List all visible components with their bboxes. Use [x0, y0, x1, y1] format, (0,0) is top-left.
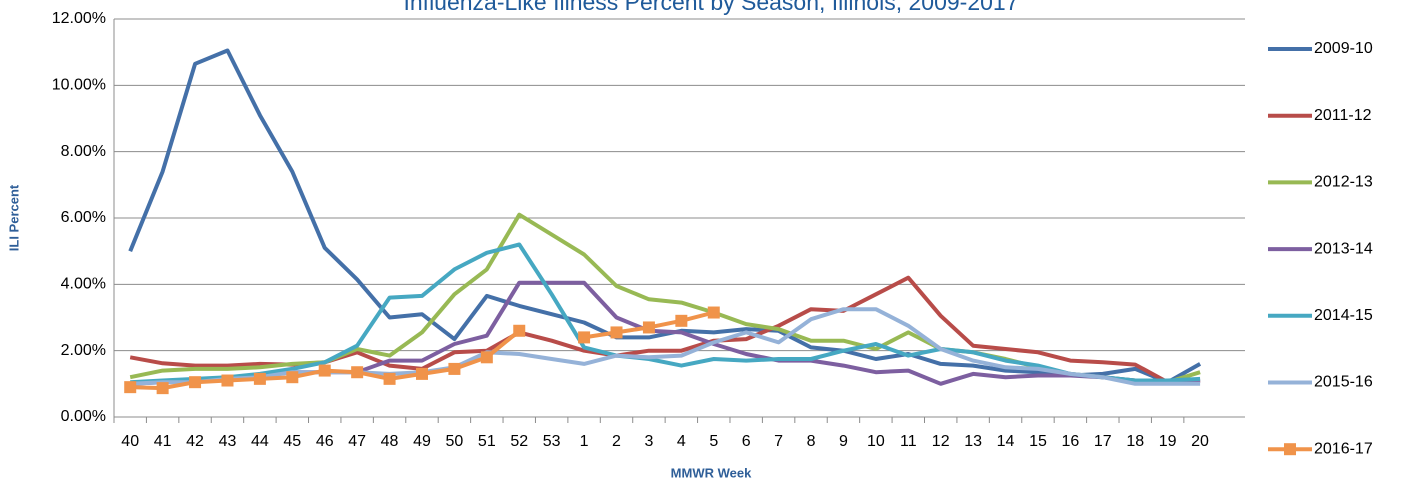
- legend-label: 2012-13: [1314, 174, 1373, 191]
- x-tick-label: 3: [644, 433, 653, 450]
- marker: [675, 314, 688, 327]
- x-tick-label: 10: [867, 433, 885, 450]
- x-tick-label: 41: [154, 433, 172, 450]
- x-tick-label: 14: [997, 433, 1015, 450]
- x-tick-label: 52: [510, 433, 528, 450]
- x-tick-label: 17: [1094, 433, 1112, 450]
- legend-label: 2013-14: [1314, 240, 1373, 257]
- x-tick-label: 46: [316, 433, 334, 450]
- x-tick-label: 11: [900, 433, 917, 450]
- chart-title: Influenza-Like Illness Percent by Season…: [404, 0, 1019, 15]
- x-tick-label: 51: [478, 433, 496, 450]
- x-tick-label: 50: [446, 433, 464, 450]
- marker: [480, 351, 493, 364]
- x-tick-label: 45: [283, 433, 301, 450]
- x-tick-label: 13: [964, 433, 982, 450]
- x-tick-label: 20: [1191, 433, 1209, 450]
- series-line: [128, 48, 1202, 385]
- x-axis-title: MMWR Week: [671, 465, 752, 480]
- y-axis-title: ILI Percent: [6, 184, 21, 251]
- x-tick-label: 15: [1029, 433, 1047, 450]
- x-tick-label: 12: [932, 433, 950, 450]
- x-tick-label: 2: [612, 433, 621, 450]
- marker: [318, 364, 331, 377]
- x-tick-label: 48: [381, 433, 399, 450]
- y-tick-label: 12.00%: [52, 10, 106, 27]
- marker: [221, 374, 234, 387]
- legend-label: 2016-17: [1314, 440, 1373, 457]
- marker: [286, 371, 299, 384]
- marker: [578, 331, 591, 344]
- marker: [156, 382, 169, 395]
- x-tick-label: 16: [1061, 433, 1079, 450]
- x-tick-label: 8: [807, 433, 816, 450]
- legend-label: 2015-16: [1314, 374, 1373, 391]
- legend-marker: [1284, 443, 1296, 456]
- marker: [610, 326, 623, 339]
- x-tick-label: 19: [1159, 433, 1177, 450]
- marker: [707, 306, 720, 319]
- y-tick-label: 0.00%: [61, 408, 106, 425]
- marker: [642, 321, 655, 334]
- x-tick-label: 40: [121, 433, 139, 450]
- x-tick-label: 6: [742, 433, 751, 450]
- x-tick-label: 53: [543, 433, 561, 450]
- y-tick-label: 2.00%: [61, 342, 106, 359]
- x-tick-label: 7: [774, 433, 783, 450]
- legend-label: 2009-10: [1314, 40, 1373, 57]
- series-line: [130, 242, 1201, 385]
- marker: [253, 372, 266, 385]
- x-tick-label: 4: [677, 433, 686, 450]
- x-tick-label: 47: [348, 433, 366, 450]
- marker: [189, 376, 202, 389]
- marker: [351, 366, 364, 379]
- marker: [513, 324, 526, 337]
- x-tick-label: 42: [186, 433, 204, 450]
- x-tick-label: 1: [580, 433, 589, 450]
- x-tick-label: 43: [219, 433, 237, 450]
- x-tick-label: 9: [839, 433, 848, 450]
- x-tick-label: 18: [1126, 433, 1144, 450]
- marker: [448, 362, 461, 375]
- legend-label: 2011-12: [1314, 107, 1372, 124]
- marker: [124, 381, 137, 394]
- marker: [383, 372, 396, 385]
- marker: [415, 367, 428, 380]
- y-tick-label: 6.00%: [61, 209, 106, 226]
- y-tick-label: 10.00%: [52, 77, 106, 94]
- y-tick-label: 4.00%: [61, 276, 106, 293]
- x-tick-label: 44: [251, 433, 269, 450]
- x-tick-label: 49: [413, 433, 431, 450]
- x-tick-label: 5: [709, 433, 718, 450]
- y-tick-label: 8.00%: [61, 143, 106, 160]
- legend-label: 2014-15: [1314, 307, 1373, 324]
